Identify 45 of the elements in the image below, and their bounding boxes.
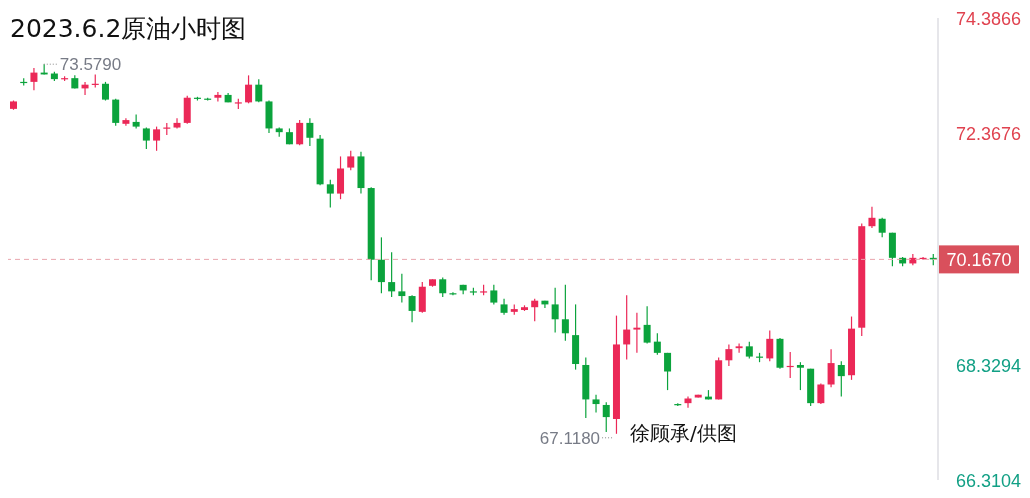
candlestick (153, 126, 161, 152)
ref-line-label: 70.1670 (946, 250, 1012, 271)
candlestick (347, 150, 355, 171)
candlestick (878, 217, 886, 238)
candlestick (101, 81, 109, 102)
y-tick-label: 74.3866 (956, 9, 1022, 29)
candlestick (112, 98, 120, 127)
candlestick (766, 329, 774, 362)
candlestick (735, 342, 743, 354)
candlestick (561, 284, 569, 342)
candlestick (398, 273, 406, 304)
candlestick (551, 287, 559, 333)
candlestick (531, 298, 539, 322)
candlestick (326, 179, 334, 209)
candlestick (623, 294, 631, 360)
candlestick (408, 294, 416, 323)
candlestick (214, 91, 222, 103)
candlestick (439, 276, 447, 298)
candlestick (592, 394, 600, 414)
candlestick (377, 236, 385, 294)
candlestick (30, 67, 38, 91)
y-tick-label: 72.3676 (956, 124, 1022, 145)
candlestick (296, 119, 304, 146)
candlestick (837, 360, 845, 398)
candlestick (725, 343, 733, 367)
y-tick-label: 66.3104 (956, 471, 1022, 491)
chart-title: 2023.6.2原油小时图 (10, 13, 247, 45)
candlestick (132, 113, 140, 130)
candlestick (306, 117, 314, 147)
candlestick (868, 206, 876, 229)
candlestick (653, 332, 661, 356)
candlestick (255, 78, 263, 103)
candlestick (827, 348, 835, 388)
candlestick (664, 352, 672, 391)
candlestick (602, 401, 610, 433)
candlestick (796, 361, 804, 391)
annotation: 73.5790 (59, 55, 122, 75)
annotation: 徐顾承/供图 (630, 421, 737, 445)
annotation: 67.1180 (539, 428, 601, 448)
candlestick (643, 305, 651, 345)
y-tick-label: 68.3294 (956, 355, 1022, 376)
candlestick (490, 284, 498, 305)
candlestick (633, 312, 641, 354)
candlestick (388, 251, 396, 298)
candlestick (245, 74, 253, 104)
